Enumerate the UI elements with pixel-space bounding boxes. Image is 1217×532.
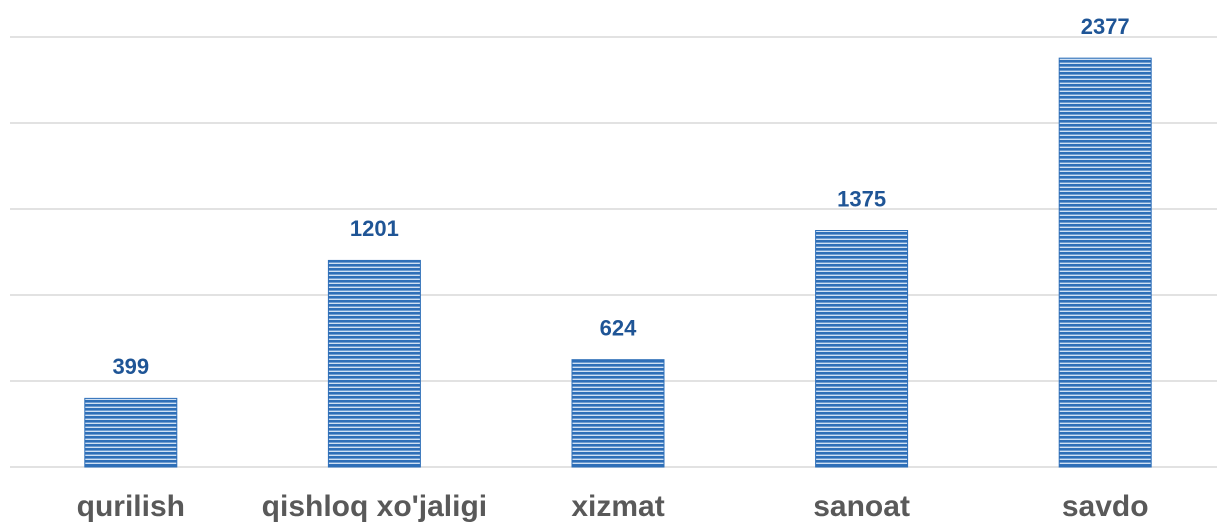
value-label: 399 [112, 354, 149, 379]
bar [84, 397, 178, 468]
bar [571, 359, 665, 468]
x-tick-label: sanoat [813, 490, 910, 523]
bar [815, 230, 909, 468]
value-label: 624 [600, 315, 637, 340]
value-label: 1375 [837, 186, 886, 211]
x-tick-label: qurilish [77, 490, 185, 523]
bar [327, 259, 421, 468]
x-tick-label: qishloq xo'jaligi [262, 490, 487, 523]
x-tick-label: xizmat [571, 490, 664, 523]
value-label: 2377 [1081, 14, 1130, 39]
value-label: 1201 [350, 216, 399, 241]
bar [1058, 57, 1152, 468]
x-tick-label: savdo [1062, 490, 1149, 523]
